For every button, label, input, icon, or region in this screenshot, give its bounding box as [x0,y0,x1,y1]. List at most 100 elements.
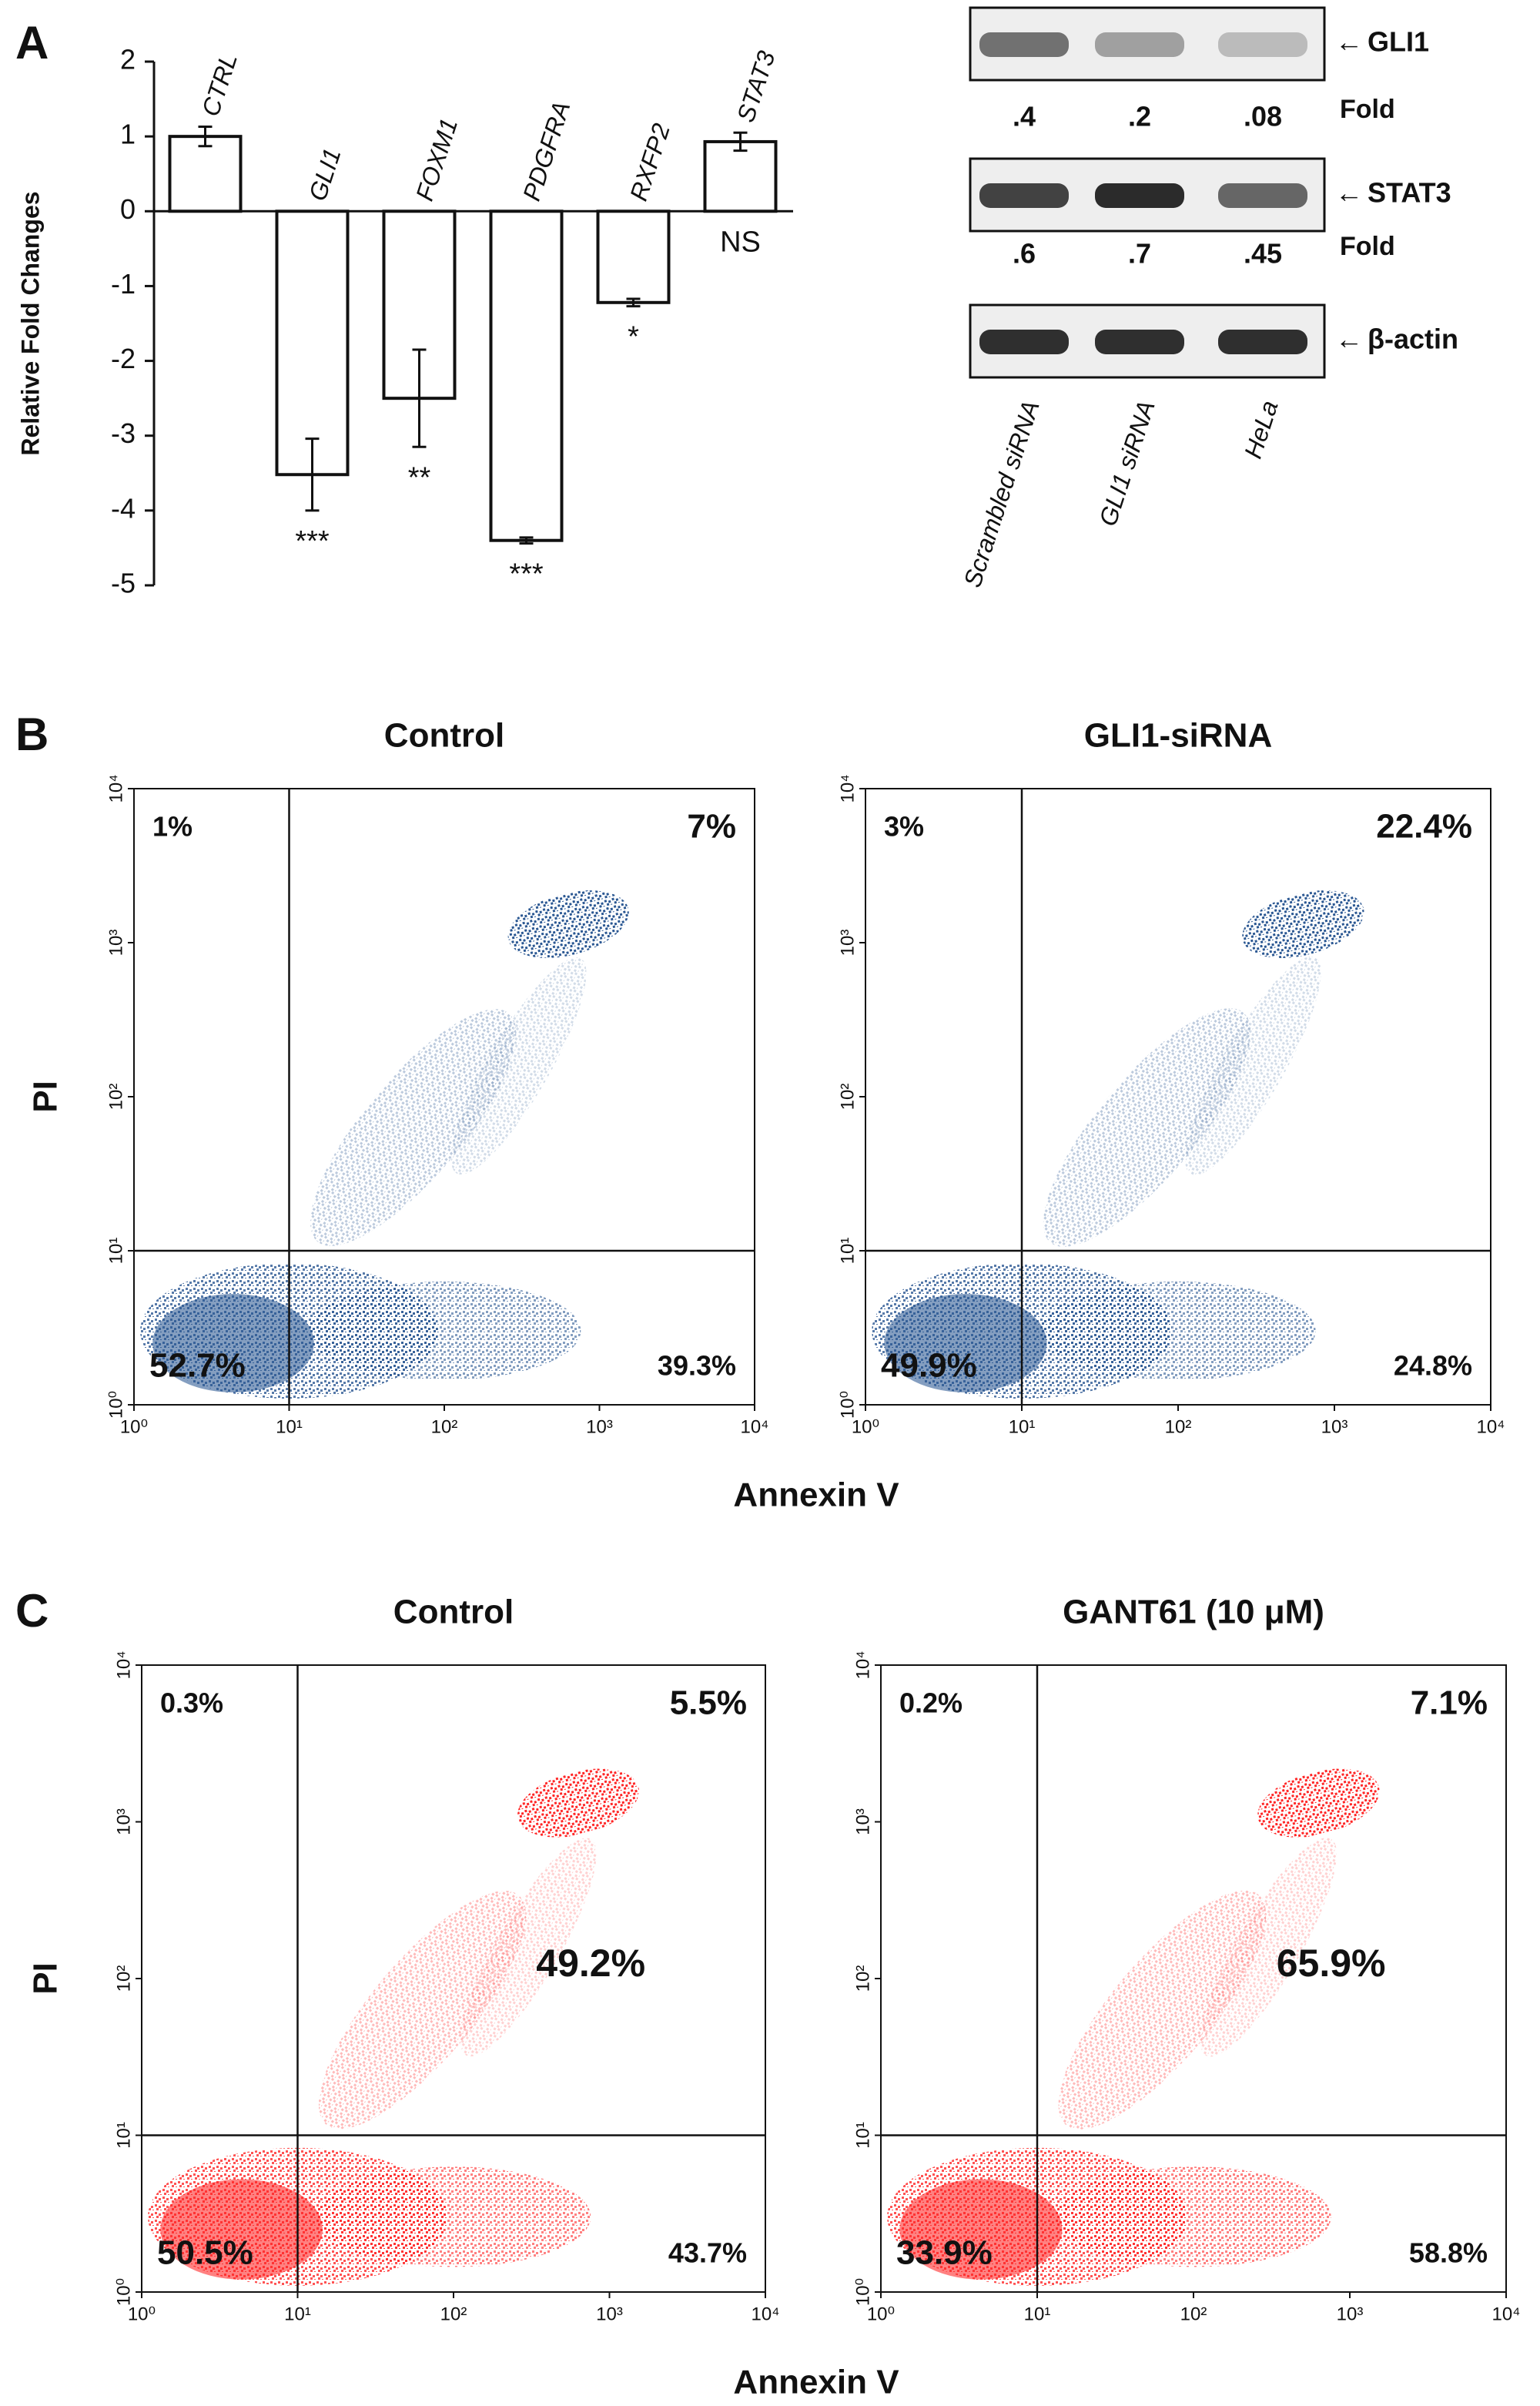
quadrant-percent: 33.9% [896,2234,993,2272]
cell-cloud [1043,1008,1250,1247]
cell-cloud [517,1768,639,1838]
x-tick-label: 10¹ [276,1416,303,1437]
y-tick-label: 10² [852,1965,873,1992]
quadrant-percent: 7% [687,808,736,846]
category-label: PDGFRA [517,98,575,204]
y-tick-label: 10⁰ [105,1391,126,1419]
lane-label: GLI1 siRNA [1093,397,1160,530]
blot-band [1218,32,1307,57]
x-tick-label: 10² [431,1416,458,1437]
error-bar [305,437,320,512]
x-tick-label: 10⁴ [1476,1416,1505,1437]
y-tick-label: -5 [111,568,136,599]
y-axis-label: PI [27,1962,65,1995]
blot-band [979,330,1069,354]
category-label: CTRL [196,50,243,120]
quadrant-percent: 52.7% [149,1347,246,1385]
plot-title: GANT61 (10 μM) [1063,1593,1324,1631]
cell-cloud [316,2166,591,2267]
quadrant-percent: 7.1% [1411,1684,1488,1722]
category-label: STAT3 [732,48,781,126]
blot-band [1218,330,1307,354]
arrow: ← [1335,26,1363,58]
quadrant-percent: 3% [884,811,924,843]
x-tick-label: 10³ [586,1416,613,1437]
y-tick-label: 10¹ [113,2122,134,2149]
quadrant-percent: 22.4% [1376,808,1472,846]
panel-label: A [15,17,49,69]
x-tick-label: 10² [440,2304,467,2324]
significance-label: *** [509,558,544,591]
bar [703,139,778,213]
fold-value: .45 [1244,238,1282,270]
y-tick-label: 10⁴ [837,774,858,803]
significance-label: * [628,321,639,354]
x-tick-label: 10¹ [1009,1416,1036,1437]
fold-value: .7 [1128,238,1151,270]
cell-cloud [1242,890,1364,958]
lane-label: HeLa [1239,397,1284,462]
quadrant-percent: 58.8% [1409,2237,1488,2269]
quadrant-percent: 50.5% [157,2234,253,2272]
blot-band [1095,32,1184,57]
y-tick-label: 10³ [113,1808,134,1835]
bar [275,209,350,477]
fold-value: .08 [1244,101,1282,132]
y-tick-label: 10⁰ [113,2278,134,2306]
error-bar [198,126,213,148]
y-tick-label: 10² [113,1965,134,1992]
cell-cloud [899,2179,1063,2280]
quadrant-percent: 39.3% [658,1350,736,1382]
y-tick-label: 10⁰ [852,2278,873,2306]
cell-cloud [1185,956,1321,1176]
band-label: STAT3 [1368,177,1451,209]
cell-cloud [507,890,629,958]
blot-band [979,183,1069,208]
x-tick-label: 10⁰ [128,2304,156,2324]
quadrant-percent: 0.3% [160,1687,223,1719]
quadrant-percent: 1% [152,811,192,843]
fold-value: .6 [1013,238,1036,270]
quadrant-percent: 43.7% [668,2237,747,2269]
y-tick-label: -2 [111,343,136,374]
cell-cloud [1257,1768,1380,1838]
error-bar [626,297,641,308]
bar [168,135,243,213]
cell-cloud [310,1009,517,1246]
y-tick-label: 1 [120,119,136,150]
category-label: GLI1 [303,145,346,204]
x-axis-label: Annexin V [733,2364,899,2401]
x-tick-label: 10¹ [1024,2304,1051,2324]
panel-label: B [15,709,49,760]
y-tick-label: 10¹ [105,1238,126,1265]
y-axis-label: PI [27,1081,65,1113]
y-tick-label: -4 [111,492,136,524]
y-tick-label: 10³ [852,1808,873,1835]
y-tick-label: 10² [105,1084,126,1111]
x-tick-label: 10⁴ [1491,2304,1520,2324]
y-tick-label: 10¹ [837,1238,858,1265]
blot-band [1095,183,1184,208]
plot-title: Control [384,717,504,755]
x-tick-label: 10⁰ [852,1416,879,1437]
y-tick-label: 10³ [837,930,858,957]
y-tick-label: -3 [111,417,136,449]
x-tick-label: 10³ [1337,2304,1364,2324]
arrow: ← [1335,177,1363,209]
x-tick-label: 10⁴ [751,2304,779,2324]
blot-band [1218,183,1307,208]
panel-label: C [15,1585,49,1637]
x-tick-label: 10³ [1321,1416,1348,1437]
fold-label: Fold [1340,232,1395,261]
category-label: RXFP2 [624,120,675,204]
y-tick-label: 10² [837,1084,858,1111]
bar [596,209,671,304]
y-tick-label: 10⁰ [837,1391,858,1419]
fold-value: .4 [1013,101,1036,132]
cell-cloud [152,1294,314,1392]
y-tick-label: 10⁴ [113,1650,134,1679]
plot-title: GLI1-siRNA [1084,717,1272,755]
fold-label: Fold [1340,95,1395,124]
category-label: FOXM1 [410,115,463,204]
